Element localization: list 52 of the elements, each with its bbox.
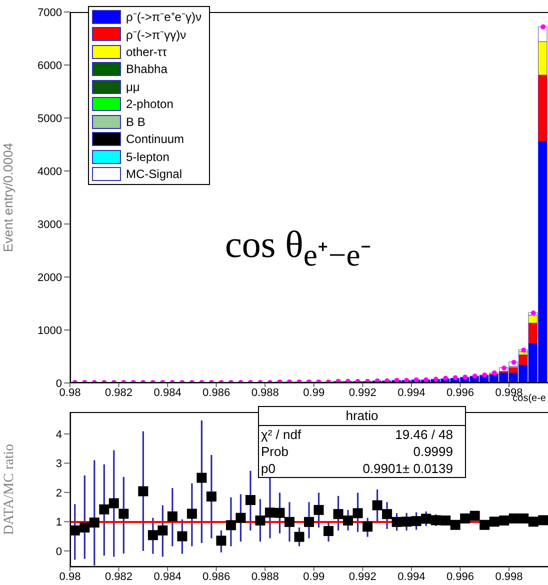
y-tick-label: 5000 <box>38 112 62 125</box>
y-tick-label: 6000 <box>38 60 62 72</box>
legend-label: Bhabha <box>126 62 168 76</box>
y-tick-label: 2 <box>56 487 62 500</box>
x-tick-label: 0.994 <box>398 570 426 583</box>
legend-label: ρ⁻(->π⁻γγ)ν <box>126 26 186 43</box>
annotation: 19.46 / 48 <box>395 426 453 443</box>
y-tick-label: 3000 <box>38 218 62 231</box>
x-tick-label: 0.986 <box>202 570 230 583</box>
x-tick-label: 0.986 <box>202 386 230 399</box>
y-tick-label: 4000 <box>38 166 62 178</box>
y-tick-label: 2000 <box>38 272 62 284</box>
annotation: cos θ$_{e⁺−e⁻}$ <box>225 224 372 272</box>
x-tick-label: 0.98 <box>59 570 81 583</box>
annotation: 0.9901± 0.0139 <box>362 460 453 477</box>
annotation: χ² / ndf <box>261 426 302 443</box>
x-tick-label: 0.984 <box>154 570 182 583</box>
y-tick-label: 1 <box>56 516 62 529</box>
annotation: Prob <box>261 443 288 460</box>
legend-label: Continuum <box>126 132 184 146</box>
x-tick-label: 0.996 <box>446 570 474 583</box>
legend-label: 5-lepton <box>126 150 170 164</box>
x-tick-label: 0.996 <box>446 386 474 399</box>
x-tick-label: 0.984 <box>154 386 182 399</box>
y-tick-label: 1000 <box>38 324 62 337</box>
x-tick-label: 0.982 <box>105 570 133 583</box>
legend-label: ρ⁻(->π⁻e⁺e⁻γ)ν <box>126 9 202 26</box>
legend-label: μμ <box>126 80 140 94</box>
x-tick-label: 0.98 <box>59 386 81 399</box>
legend-label: B B <box>126 114 146 129</box>
y-tick-label: 0 <box>56 546 62 558</box>
y-tick-label: 4 <box>56 428 62 441</box>
x-tick-label: 0.992 <box>348 570 376 583</box>
annotation: 0.9999 <box>413 443 453 460</box>
x-tick-label: 0.994 <box>398 386 426 399</box>
x-tick-label: 0.998 <box>495 570 523 583</box>
y-tick-label: 7000 <box>38 6 62 19</box>
y-tick-label: 3 <box>56 458 62 470</box>
legend-label: MC-Signal <box>126 167 182 182</box>
annotation: p0 <box>261 460 276 477</box>
legend-label: other-ττ <box>126 44 167 59</box>
annotation: hratio <box>346 408 378 423</box>
x-tick-label: 0.988 <box>251 570 279 583</box>
y-axis-title: DATA/MC ratio <box>2 444 17 536</box>
x-tick-label: 0.99 <box>303 570 325 583</box>
y-axis-title: Event entry/0.0004 <box>0 142 16 252</box>
x-tick-label: 0.992 <box>348 386 376 399</box>
legend-label: 2-photon <box>126 97 174 112</box>
x-tick-label: 0.988 <box>251 386 279 399</box>
x-tick-label: 0.982 <box>105 386 133 399</box>
y-tick-label: 0 <box>56 378 62 390</box>
x-tick-label: 0.99 <box>303 386 325 399</box>
